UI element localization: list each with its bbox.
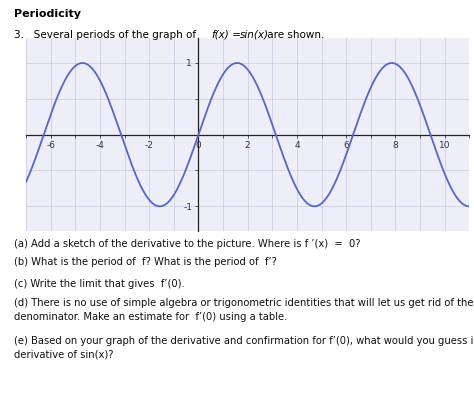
Text: sin(x): sin(x): [240, 30, 269, 40]
Text: are shown.: are shown.: [264, 30, 325, 40]
Text: (d) There is no use of simple algebra or trigonometric identities that will let : (d) There is no use of simple algebra or…: [14, 298, 474, 308]
Text: f(x): f(x): [211, 30, 228, 40]
Text: 3.   Several periods of the graph of: 3. Several periods of the graph of: [14, 30, 200, 40]
Text: (a) Add a sketch of the derivative to the picture. Where is f ’(x)  =  0?: (a) Add a sketch of the derivative to th…: [14, 239, 361, 249]
Text: derivative of sin(x)?: derivative of sin(x)?: [14, 350, 114, 360]
Text: =: =: [229, 30, 247, 40]
Text: Periodicity: Periodicity: [14, 9, 81, 19]
Text: (b) What is the period of  f? What is the period of  f’?: (b) What is the period of f? What is the…: [14, 257, 277, 267]
Text: (e) Based on your graph of the derivative and confirmation for f’(0), what would: (e) Based on your graph of the derivativ…: [14, 336, 474, 346]
Text: denominator. Make an estimate for  f’(0) using a table.: denominator. Make an estimate for f’(0) …: [14, 312, 288, 322]
Text: (c) Write the limit that gives  f’(0).: (c) Write the limit that gives f’(0).: [14, 279, 185, 289]
